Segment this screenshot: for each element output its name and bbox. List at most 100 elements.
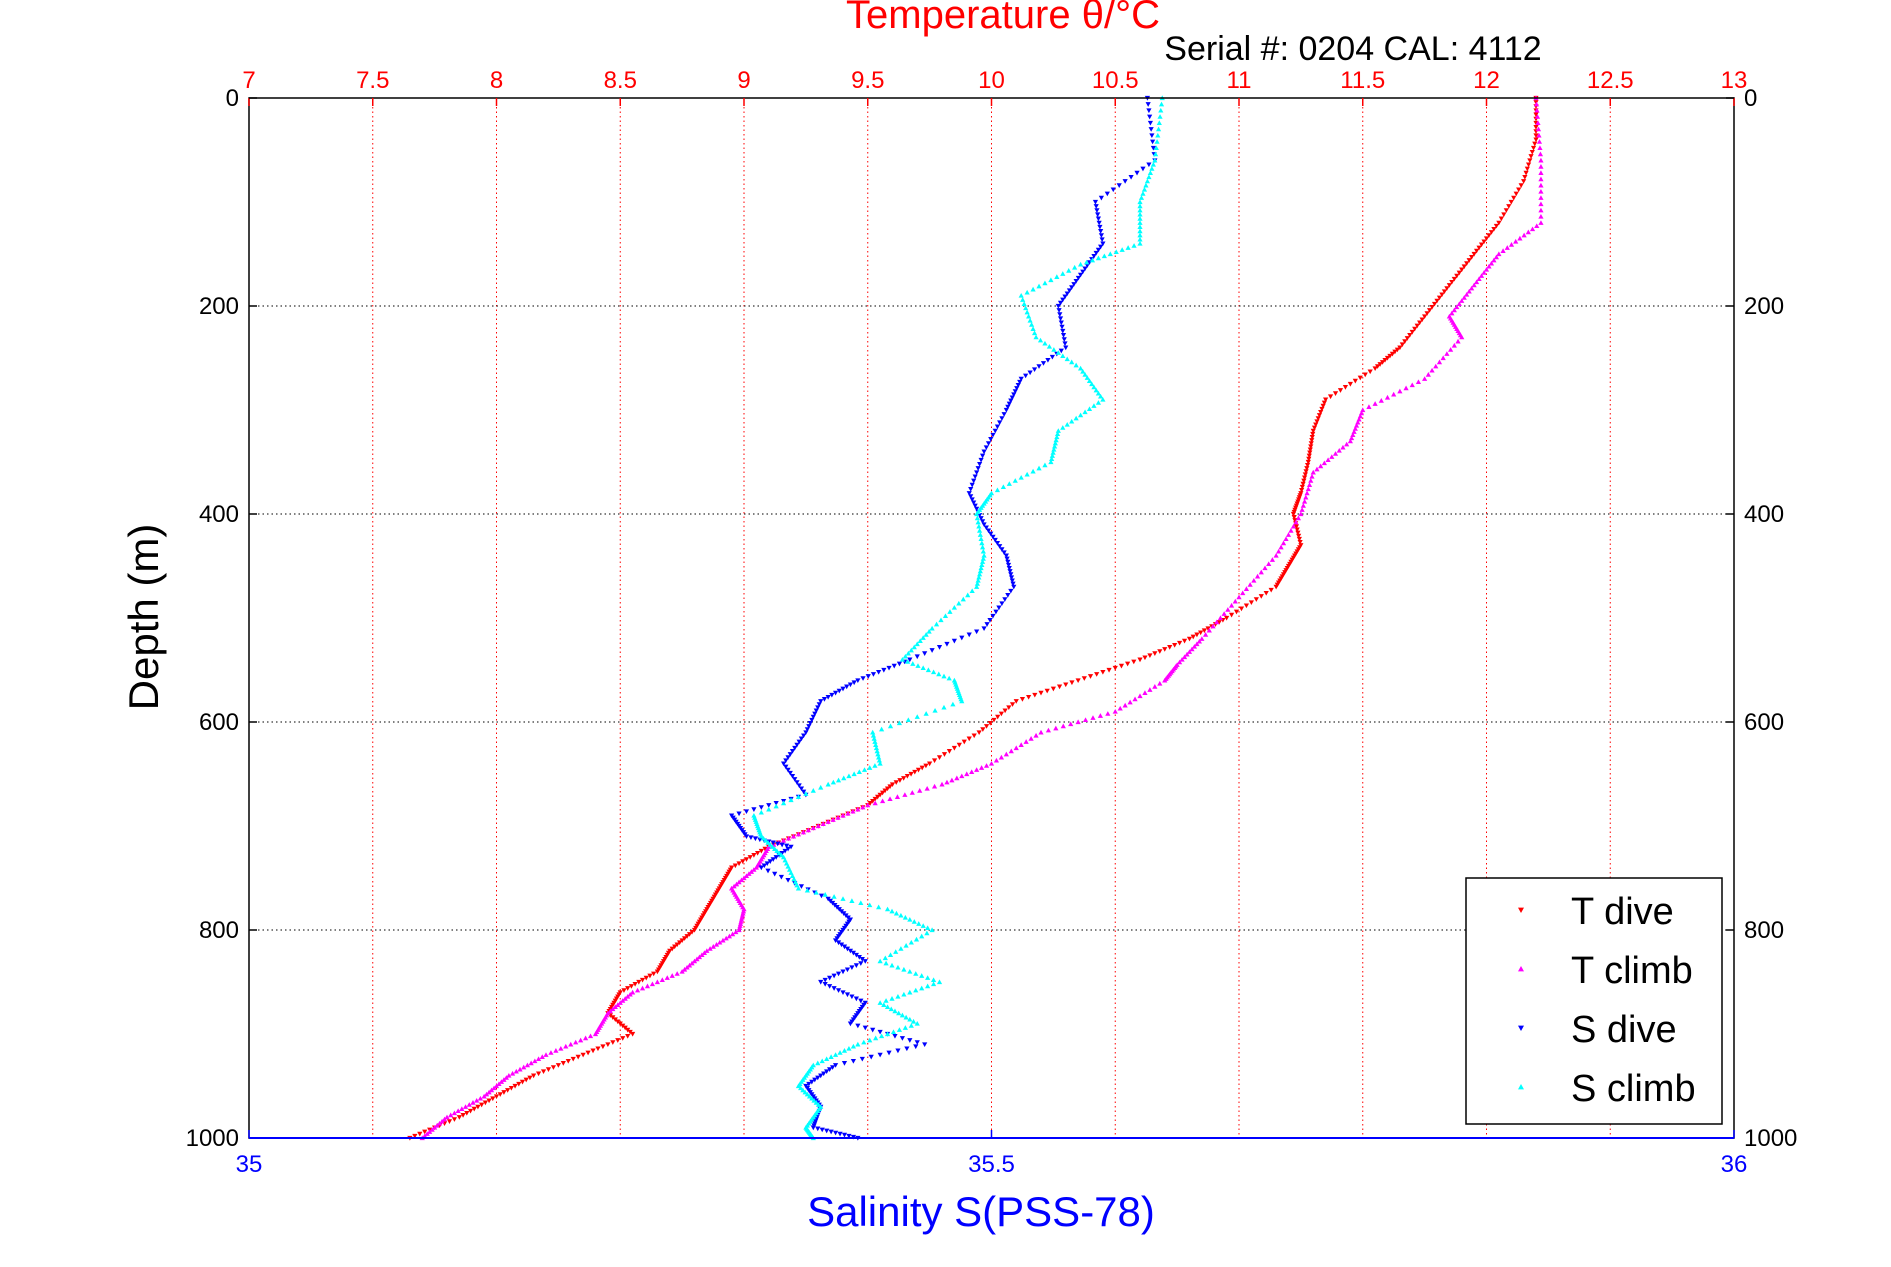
data-point xyxy=(1533,137,1539,143)
data-point xyxy=(789,749,796,754)
data-point xyxy=(993,609,999,615)
data-point xyxy=(1181,638,1188,644)
data-point xyxy=(846,1133,852,1139)
data-point xyxy=(1486,263,1492,269)
data-point xyxy=(1523,170,1529,176)
temperature-tick-label: 8 xyxy=(490,67,503,94)
data-point xyxy=(1082,372,1088,377)
data-point xyxy=(827,975,833,981)
data-point xyxy=(1053,437,1059,443)
data-point xyxy=(1137,693,1143,699)
data-point xyxy=(1327,394,1334,400)
data-point xyxy=(1306,456,1312,462)
data-point xyxy=(1500,248,1506,253)
data-point xyxy=(1532,141,1538,147)
data-point xyxy=(824,1056,830,1062)
temperature-tick-label: 10.5 xyxy=(1092,67,1139,94)
data-point xyxy=(773,855,779,860)
data-point xyxy=(902,1025,908,1030)
data-point xyxy=(1474,279,1480,285)
data-point xyxy=(513,1068,519,1074)
chart-title: Temperature θ/°C xyxy=(846,0,1160,37)
data-point xyxy=(899,657,905,662)
data-point xyxy=(881,667,887,673)
data-point xyxy=(979,765,985,770)
data-point xyxy=(752,836,758,842)
data-point xyxy=(1296,536,1302,542)
data-point xyxy=(751,853,757,858)
data-point xyxy=(654,979,660,985)
data-point xyxy=(1068,721,1074,727)
data-point xyxy=(879,1033,885,1039)
data-point xyxy=(553,1048,559,1053)
data-point xyxy=(951,605,957,610)
data-point xyxy=(543,1052,549,1057)
data-point xyxy=(1306,453,1312,459)
data-point xyxy=(798,736,805,742)
data-point xyxy=(1055,303,1061,309)
data-point xyxy=(1299,484,1305,490)
data-point xyxy=(1045,358,1051,363)
data-point xyxy=(999,547,1005,552)
data-point xyxy=(632,982,638,987)
data-point xyxy=(850,950,856,956)
legend-marker xyxy=(1518,966,1524,972)
data-point xyxy=(1112,665,1118,671)
data-point xyxy=(1042,280,1048,286)
data-point xyxy=(467,1108,474,1114)
data-point xyxy=(1053,725,1059,731)
data-point xyxy=(548,1050,554,1055)
data-point xyxy=(821,1071,827,1077)
data-point xyxy=(1307,450,1313,456)
data-point xyxy=(788,844,794,850)
data-point xyxy=(1095,390,1102,396)
data-point xyxy=(1116,183,1122,188)
data-point xyxy=(615,1002,621,1007)
data-point xyxy=(1332,391,1339,396)
data-point xyxy=(1481,270,1487,275)
data-point xyxy=(896,661,903,667)
data-point xyxy=(810,714,816,720)
data-point xyxy=(1298,511,1304,517)
data-point xyxy=(1309,473,1315,479)
data-point xyxy=(1496,251,1502,257)
data-point xyxy=(1254,573,1261,579)
data-point xyxy=(1276,548,1282,554)
data-point xyxy=(911,919,917,924)
depth-tick-label-left: 800 xyxy=(199,917,239,944)
data-point xyxy=(1201,628,1207,634)
data-point xyxy=(1308,444,1314,449)
data-point xyxy=(978,565,984,571)
data-point xyxy=(1031,330,1038,336)
data-point xyxy=(1006,566,1012,571)
data-point xyxy=(1448,347,1454,352)
data-point xyxy=(1157,680,1163,686)
data-point xyxy=(1154,139,1160,144)
data-point xyxy=(855,678,861,683)
data-point xyxy=(913,936,920,942)
data-point xyxy=(1491,257,1497,263)
data-point xyxy=(1012,478,1018,483)
data-point xyxy=(1044,688,1050,694)
data-point xyxy=(1066,268,1072,273)
data-point xyxy=(1258,594,1264,599)
data-point xyxy=(531,1073,537,1079)
data-point xyxy=(913,987,919,993)
data-point xyxy=(974,629,980,635)
data-point xyxy=(1008,588,1014,594)
data-point xyxy=(726,933,732,939)
data-point xyxy=(1389,351,1396,357)
data-point xyxy=(907,989,913,995)
data-point xyxy=(1325,457,1331,462)
data-point xyxy=(620,1023,626,1029)
data-point xyxy=(977,512,983,518)
data-point xyxy=(841,1132,848,1138)
data-point xyxy=(1454,304,1460,310)
data-point xyxy=(985,528,992,534)
data-point xyxy=(516,1081,522,1087)
legend-marker xyxy=(1518,907,1524,913)
data-point xyxy=(999,416,1005,421)
data-point xyxy=(1113,249,1119,254)
data-point xyxy=(788,797,794,803)
data-point xyxy=(1093,250,1099,256)
